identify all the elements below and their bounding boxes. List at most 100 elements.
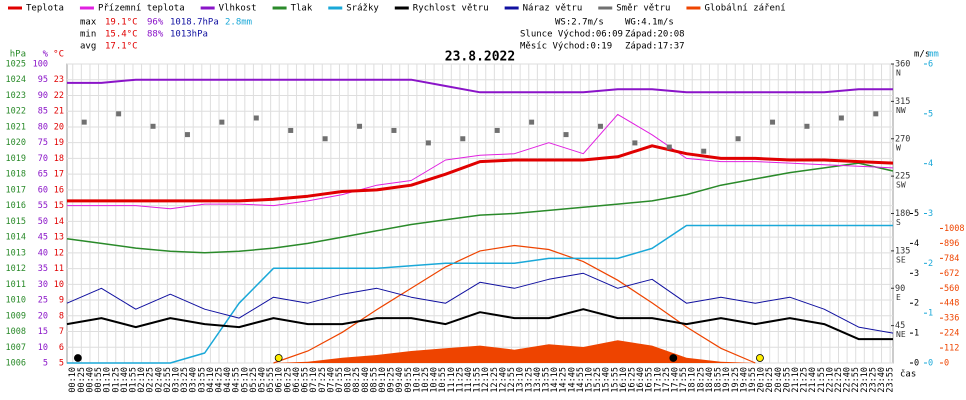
x-tick-label: 09:10 — [378, 367, 388, 393]
x-tick-label: 05:10 — [240, 367, 250, 393]
y-tick-label: 448 — [944, 299, 959, 309]
y-tick-label: 19 — [54, 138, 64, 148]
y-tick-label: 80 — [38, 122, 48, 132]
x-tick-label: 03:55 — [197, 367, 207, 393]
x-tick-label: 12:25 — [490, 367, 500, 393]
series-line — [67, 113, 894, 210]
direction-point — [253, 115, 259, 121]
y-tick-label: 10 — [38, 343, 48, 353]
legend-label: Vlhkost — [219, 4, 257, 14]
y-tick-name: W — [896, 143, 901, 152]
x-tick-label: 11:10 — [447, 367, 457, 393]
y-tick-label: 75 — [38, 138, 48, 148]
y-tick-label: 11 — [54, 264, 64, 274]
x-tick-label: 18:40 — [705, 367, 715, 393]
y-tick-label: 3 — [928, 209, 933, 219]
x-tick-label: 07:25 — [318, 367, 328, 393]
x-tick-label: 08:40 — [361, 367, 371, 393]
x-tick-label: 11:25 — [455, 367, 465, 393]
direction-point — [184, 132, 190, 138]
y-tick-label: 0 — [914, 359, 919, 369]
direction-point — [391, 127, 397, 133]
y-tick-label: 1008 — [944, 224, 964, 234]
x-tick-label: 11:40 — [464, 367, 474, 393]
y-tick-label: 3 — [914, 269, 919, 279]
y-tick-label: 85 — [38, 107, 48, 117]
stat-text: 96% — [147, 18, 164, 28]
x-tick-label: 06:40 — [292, 367, 302, 393]
x-tick-label: 04:55 — [232, 367, 242, 393]
y-tick-label: 60 — [38, 185, 48, 195]
y-tick-label: 4 — [928, 159, 933, 169]
x-tick-label: 05:55 — [266, 367, 276, 393]
x-tick-label: 03:10 — [171, 367, 181, 393]
y-tick-label: 180 — [895, 209, 910, 219]
y-tick-label: 896 — [944, 239, 959, 249]
x-tick-label: 19:10 — [722, 367, 732, 393]
x-tick-label: 14:10 — [550, 367, 560, 393]
y-tick-label: 5 — [928, 109, 933, 119]
x-tick-label: 21:10 — [791, 367, 801, 393]
direction-point — [150, 123, 156, 129]
x-tick-label: 00:10 — [68, 367, 78, 393]
stat-text: 19.1°C — [105, 18, 138, 28]
radiation-area — [67, 340, 893, 363]
x-tick-label: 08:10 — [344, 367, 354, 393]
x-tick-label: 12:55 — [507, 367, 517, 393]
x-tick-label: 09:40 — [395, 367, 405, 393]
y-tick-name: SE — [896, 255, 906, 264]
direction-point — [632, 140, 638, 146]
x-tick-label: 10:25 — [421, 367, 431, 393]
y-tick-label: 1009 — [6, 311, 26, 321]
direction-point — [116, 111, 122, 117]
y-tick-label: 90 — [38, 91, 48, 101]
x-tick-label: 14:25 — [559, 367, 569, 393]
y-tick-label: 1022 — [6, 107, 26, 117]
info-text: Měsíc Východ:0:19 — [520, 42, 612, 52]
y-tick-label: 1018 — [6, 170, 26, 180]
x-tick-label: 09:25 — [387, 367, 397, 393]
y-tick-label: 16 — [54, 185, 64, 195]
y-tick-label: 70 — [38, 154, 48, 164]
x-tick-label: 17:55 — [679, 367, 689, 393]
y-tick-name: E — [896, 293, 901, 302]
y-tick-label: 45 — [895, 321, 905, 331]
x-tick-label: 15:55 — [610, 367, 620, 393]
y-tick-label: 5 — [914, 209, 919, 219]
x-tick-label: 00:25 — [77, 367, 87, 393]
series-line — [67, 224, 893, 364]
y-tick-label: 1020 — [6, 138, 26, 148]
x-tick-label: 12:40 — [498, 367, 508, 393]
axis-unit: m/s — [914, 50, 930, 60]
x-tick-label: 08:25 — [352, 367, 362, 393]
y-tick-label: 1 — [928, 309, 933, 319]
y-tick-label: 8 — [59, 311, 64, 321]
radiation-envelope — [273, 244, 756, 364]
y-tick-label: 23 — [54, 75, 64, 85]
y-tick-label: 25 — [38, 296, 48, 306]
direction-point — [288, 127, 294, 133]
x-tick-label: 19:40 — [739, 367, 749, 393]
y-tick-label: 18 — [54, 154, 64, 164]
info-text: Slunce Východ:06:09 — [520, 30, 623, 40]
direction-point — [804, 123, 810, 129]
legend-label: Srážky — [346, 4, 379, 14]
y-tick-label: 1 — [914, 329, 919, 339]
x-tick-label: 17:10 — [653, 367, 663, 393]
legend-label: Rychlost větru — [413, 4, 489, 14]
x-tick-label: 05:25 — [249, 367, 259, 393]
y-tick-label: 22 — [54, 91, 64, 101]
x-tick-label: 02:10 — [137, 367, 147, 393]
y-tick-label: 100 — [33, 60, 48, 70]
y-tick-label: 15 — [54, 201, 64, 211]
y-tick-label: 5 — [59, 359, 64, 369]
y-tick-label: 1024 — [6, 75, 26, 85]
x-tick-label: 13:25 — [524, 367, 534, 393]
x-tick-label: 18:10 — [688, 367, 698, 393]
y-tick-label: 95 — [38, 75, 48, 85]
x-tick-label: 20:55 — [782, 367, 792, 393]
y-tick-label: 1006 — [6, 359, 26, 369]
y-tick-label: 1025 — [6, 60, 26, 70]
x-tick-label: 00:55 — [94, 367, 104, 393]
